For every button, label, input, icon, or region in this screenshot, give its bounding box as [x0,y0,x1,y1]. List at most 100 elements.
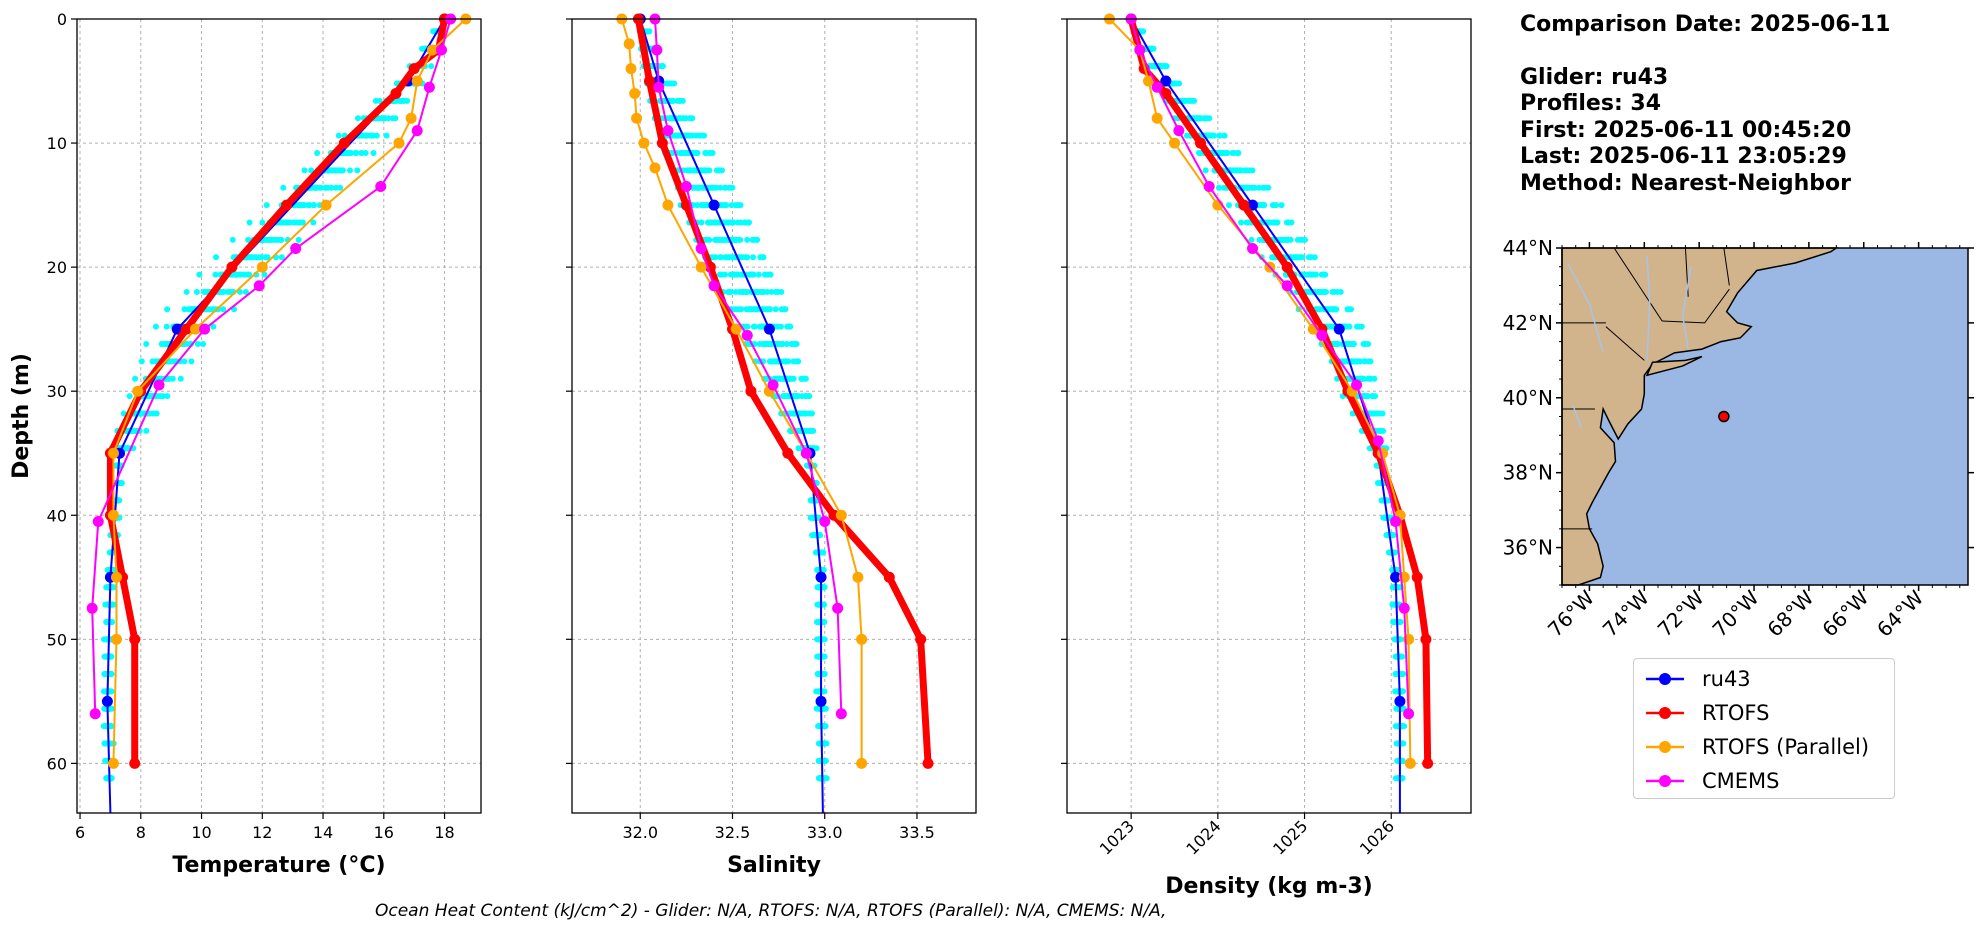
raw-point [787,323,794,330]
raw-point [389,115,396,122]
series-marker [1422,757,1434,769]
raw-point [708,219,715,226]
series-line [620,18,863,764]
raw-point [245,271,252,278]
series-marker [390,87,402,99]
series-marker [393,137,405,149]
raw-point [760,254,767,261]
raw-point [120,410,127,417]
raw-point [1334,288,1341,295]
raw-point [1344,306,1351,313]
series-marker [256,261,268,273]
series-marker [763,323,775,335]
series-marker [638,137,650,149]
series-marker [695,261,707,273]
raw-point [775,288,782,295]
raw-point [131,427,138,434]
raw-point [1297,236,1304,243]
series-marker [1390,515,1402,527]
raw-point [767,341,774,348]
x-tick-label: 1026 [1356,816,1398,858]
raw-point [677,97,684,104]
series-marker [915,633,927,645]
raw-point [102,653,109,660]
series-rtofs-parallel- [107,13,472,769]
y-tick-label: 10 [47,134,67,153]
raw-point [1362,341,1369,348]
x-tick-label: 1023 [1096,816,1138,858]
series-marker [623,38,635,50]
series-marker [656,137,668,149]
series-marker [129,757,141,769]
series-marker [852,571,864,583]
series-marker [1420,633,1432,645]
glider-location-marker [1718,410,1730,423]
raw-point [373,132,380,139]
raw-point [383,132,390,139]
raw-point [301,167,308,174]
raw-point [783,358,790,365]
series-marker [436,44,448,56]
raw-point [737,236,744,243]
raw-point [220,306,227,313]
legend-label: CMEMS [1702,769,1780,793]
axes-frame [571,18,977,814]
raw-point [792,341,799,348]
raw-point [251,254,258,261]
series-marker [708,280,720,292]
series-marker [649,162,661,174]
legend-item-rtofs-parallel: RTOFS (Parallel) [1642,732,1869,762]
raw-point [278,254,285,261]
raw-point [773,358,780,365]
raw-point [685,132,692,139]
series-marker [1142,75,1154,87]
raw-point [150,410,157,417]
series-marker [643,75,655,87]
raw-point [1266,219,1273,226]
raw-point [729,184,736,191]
series-marker [189,323,201,335]
series-marker [1134,44,1146,56]
raw-point [1334,341,1341,348]
raw-point [734,219,741,226]
raw-point [126,393,133,400]
series-marker [132,385,144,397]
lat-label: 44°N [1503,236,1553,260]
raw-point [1354,323,1361,330]
raw-point [1365,375,1372,382]
raw-point [212,271,219,278]
raw-point [744,219,751,226]
raw-point [799,410,806,417]
first-time: First: 2025-06-11 00:45:20 [1520,117,1852,143]
raw-point [132,375,139,382]
river [1681,266,1692,350]
raw-point [1303,271,1310,278]
series-marker [680,180,692,192]
raw-point [1328,323,1335,330]
series-marker [1281,261,1293,273]
lat-label: 42°N [1503,311,1553,335]
series-marker [1404,757,1416,769]
series-line [639,18,824,814]
raw-point [737,202,744,209]
series-marker [1151,81,1163,93]
raw-point [751,323,758,330]
raw-point [143,427,150,434]
raw-point [1243,167,1250,174]
y-tick-label: 50 [47,630,67,649]
raw-point [232,271,239,278]
raw-point [809,427,816,434]
series-marker [107,447,119,459]
series-line [1130,18,1410,714]
series-marker [800,447,812,459]
raw-point [236,271,243,278]
raw-point [764,306,771,313]
series-marker [1247,243,1259,255]
raw-point [164,306,171,313]
raw-point [268,236,275,243]
raw-point [339,167,346,174]
raw-point [1261,202,1268,209]
raw-point [156,393,163,400]
raw-point [1238,219,1245,226]
x-tick-label: 32.5 [715,823,751,842]
